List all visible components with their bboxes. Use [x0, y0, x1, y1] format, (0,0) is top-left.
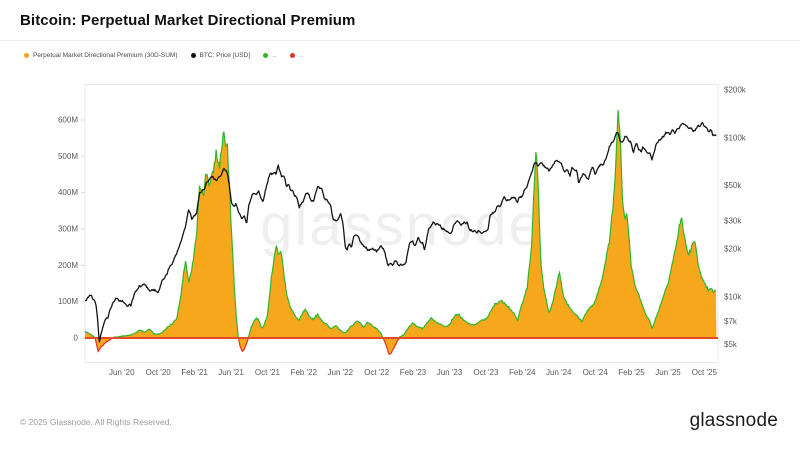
left-axis-label: 400M — [58, 188, 78, 197]
legend-label-negative-series: ... — [298, 52, 304, 59]
x-axis-tick-label: Feb '24 — [509, 368, 536, 377]
left-axis-label: 500M — [58, 152, 78, 161]
right-axis-label: $7k — [724, 317, 738, 326]
x-axis-tick-label: Feb '23 — [400, 368, 427, 377]
left-axis-label: 0 — [74, 334, 79, 343]
x-axis-tick-label: Oct '25 — [692, 368, 718, 377]
plot-border — [84, 84, 719, 363]
x-axis-tick-label: Jun '20 — [109, 368, 135, 377]
chart-legend: Perpetual Market Directional Premium (30… — [24, 52, 316, 59]
x-axis-tick-label: Jun '24 — [546, 368, 572, 377]
left-axis-label: 600M — [58, 116, 78, 125]
legend-item-premium[interactable]: Perpetual Market Directional Premium (30… — [24, 52, 178, 59]
x-axis-tick-label: Feb '22 — [291, 368, 318, 377]
premium-series-dot-icon — [24, 53, 29, 58]
page-title: Bitcoin: Perpetual Market Directional Pr… — [20, 12, 356, 29]
legend-label-positive-series: ... — [272, 52, 277, 59]
legend-item-btc-price[interactable]: BTC: Price [USD] — [190, 52, 251, 59]
right-axis-label: $50k — [724, 181, 742, 190]
header-divider — [0, 40, 800, 41]
glassnode-logo: glassnode — [689, 410, 778, 431]
right-axis-label: $5k — [724, 340, 738, 349]
right-axis-label: $200k — [724, 86, 747, 95]
x-axis-tick-label: Feb '21 — [181, 368, 208, 377]
right-axis-label: $10k — [724, 292, 742, 301]
copyright-text: © 2025 Glassnode. All Rights Reserved. — [20, 417, 172, 427]
x-axis-tick-label: Oct '24 — [583, 368, 609, 377]
legend-item-positive-series[interactable]: ... — [263, 53, 277, 59]
right-axis-label: $100k — [724, 133, 747, 142]
x-axis-tick-label: Oct '22 — [364, 368, 390, 377]
btc-series-dot-icon — [190, 53, 196, 58]
x-axis-tick-label: Oct '20 — [146, 368, 172, 377]
premium-line-positive — [84, 110, 717, 338]
x-axis-tick-label: Feb '25 — [618, 368, 645, 377]
x-axis-tick-label: Oct '23 — [473, 368, 499, 377]
x-axis-tick-label: Jun '22 — [328, 368, 354, 377]
left-axis-label: 100M — [58, 297, 78, 306]
negative-series-dot-icon — [289, 53, 295, 58]
legend-label-btc-price: BTC: Price [USD] — [199, 52, 251, 59]
premium-area — [85, 110, 717, 355]
left-axis-label: 200M — [58, 261, 78, 270]
left-axis-label: 300M — [58, 225, 78, 234]
positive-series-dot-icon — [263, 53, 269, 58]
right-axis-label: $20k — [724, 245, 742, 254]
legend-label-premium: Perpetual Market Directional Premium (30… — [33, 52, 178, 59]
legend-item-negative-series[interactable]: ... — [289, 52, 304, 59]
x-axis-tick-label: Jun '23 — [437, 368, 463, 377]
x-axis-tick-label: Jun '25 — [655, 368, 681, 377]
x-axis-tick-label: Oct '21 — [255, 368, 281, 377]
btc-price-line — [84, 121, 717, 343]
x-axis-tick-label: Jun '21 — [218, 368, 244, 377]
right-axis-label: $30k — [724, 217, 742, 226]
